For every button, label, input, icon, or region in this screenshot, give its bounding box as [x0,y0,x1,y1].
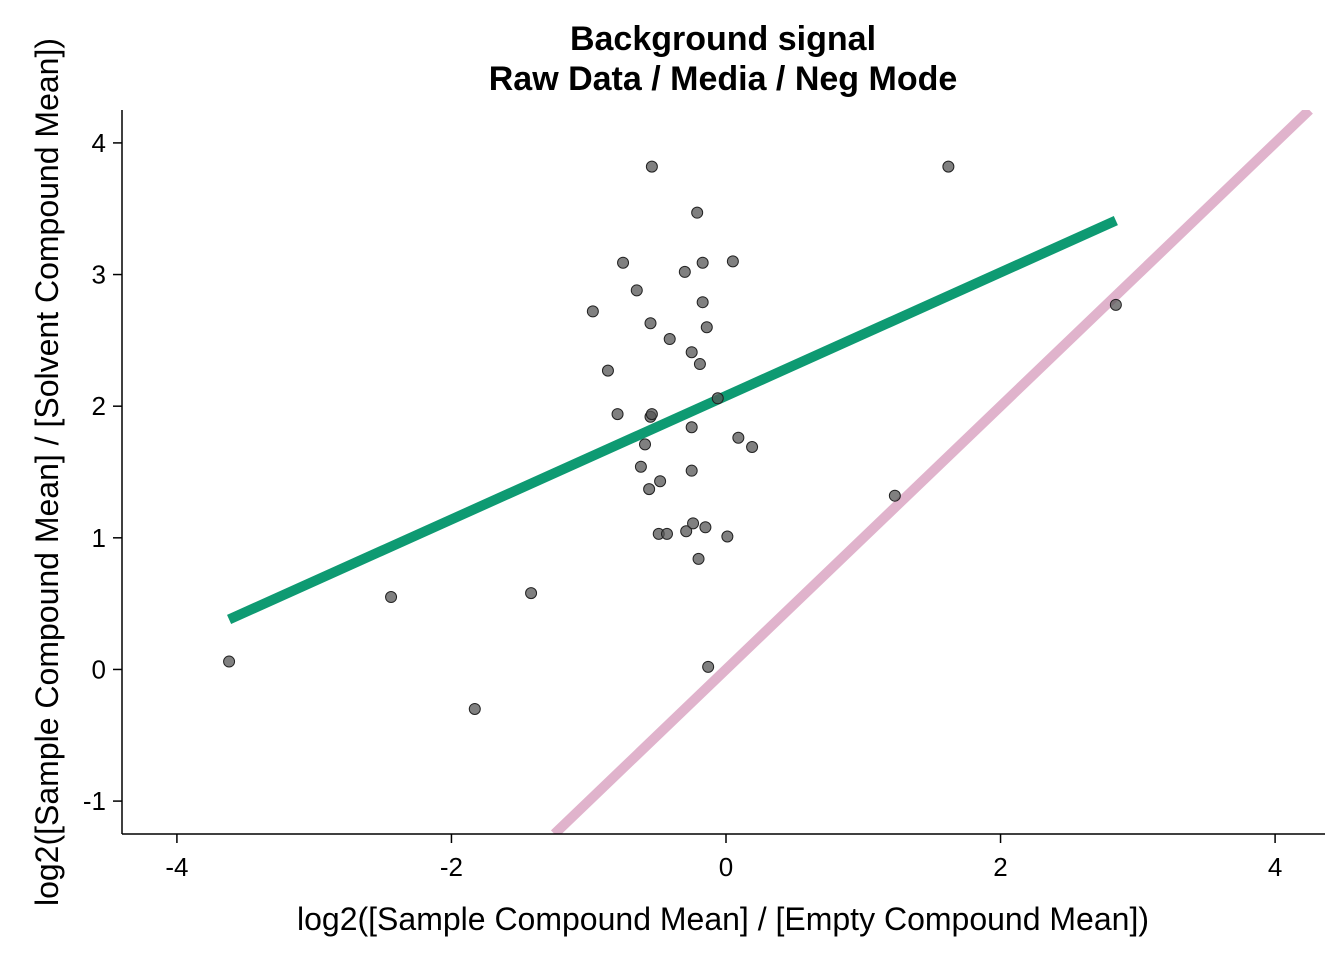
data-point [702,660,715,673]
data-point [699,521,712,534]
data-point [468,702,481,715]
data-point [696,296,709,309]
y-tick-label: 2 [92,391,106,421]
data-point [611,408,624,421]
data-point [643,483,656,496]
data-point [942,160,955,173]
data-point [644,317,657,330]
trend-lines [227,110,1313,834]
data-point [617,256,630,269]
data-point [685,421,698,434]
data-point [680,525,693,538]
data-point [678,265,691,278]
x-tick-label: -2 [440,852,463,882]
data-point [696,256,709,269]
data-point [685,464,698,477]
y-tick-label: 3 [92,260,106,290]
data-point [385,591,398,604]
identity-line [550,110,1313,834]
x-tick-label: -4 [165,852,188,882]
data-point [693,358,706,371]
y-tick-label: 0 [92,654,106,684]
x-tick-label: 2 [993,852,1007,882]
data-point [645,160,658,173]
data-point [645,408,658,421]
y-axis-title: log2([Sample Compound Mean] / [Solvent C… [29,38,65,906]
data-point [634,460,647,473]
x-tick-label: 0 [719,852,733,882]
data-point [1109,298,1122,311]
y-tick-label: 1 [92,523,106,553]
chart-subtitle: Raw Data / Media / Neg Mode [489,60,958,98]
data-point [691,206,704,219]
data-point [663,333,676,346]
data-point [700,321,713,334]
data-point [223,655,236,668]
data-points [223,160,1122,715]
y-tick-label: 4 [92,128,106,158]
x-axis-ticks: -4 -2 0 2 4 [165,834,1282,882]
x-axis-title: log2([Sample Compound Mean] / [Empty Com… [297,901,1149,937]
data-point [721,530,734,543]
data-point [685,346,698,359]
data-point [692,552,705,565]
data-point [687,517,700,530]
data-point [630,284,643,297]
data-point [711,392,724,405]
data-point [639,438,652,451]
data-point [654,475,667,488]
chart-title: Background signal [570,20,876,58]
data-point [525,587,538,600]
data-point [888,489,901,502]
y-axis-ticks: -1 0 1 2 3 4 [83,128,122,816]
x-tick-label: 4 [1268,852,1282,882]
data-point [586,305,599,318]
data-point [660,527,673,540]
data-point [732,431,745,444]
data-point [746,440,759,453]
regression-line [227,216,1118,624]
y-tick-label: -1 [83,786,106,816]
data-point [601,364,614,377]
data-point [726,255,739,268]
